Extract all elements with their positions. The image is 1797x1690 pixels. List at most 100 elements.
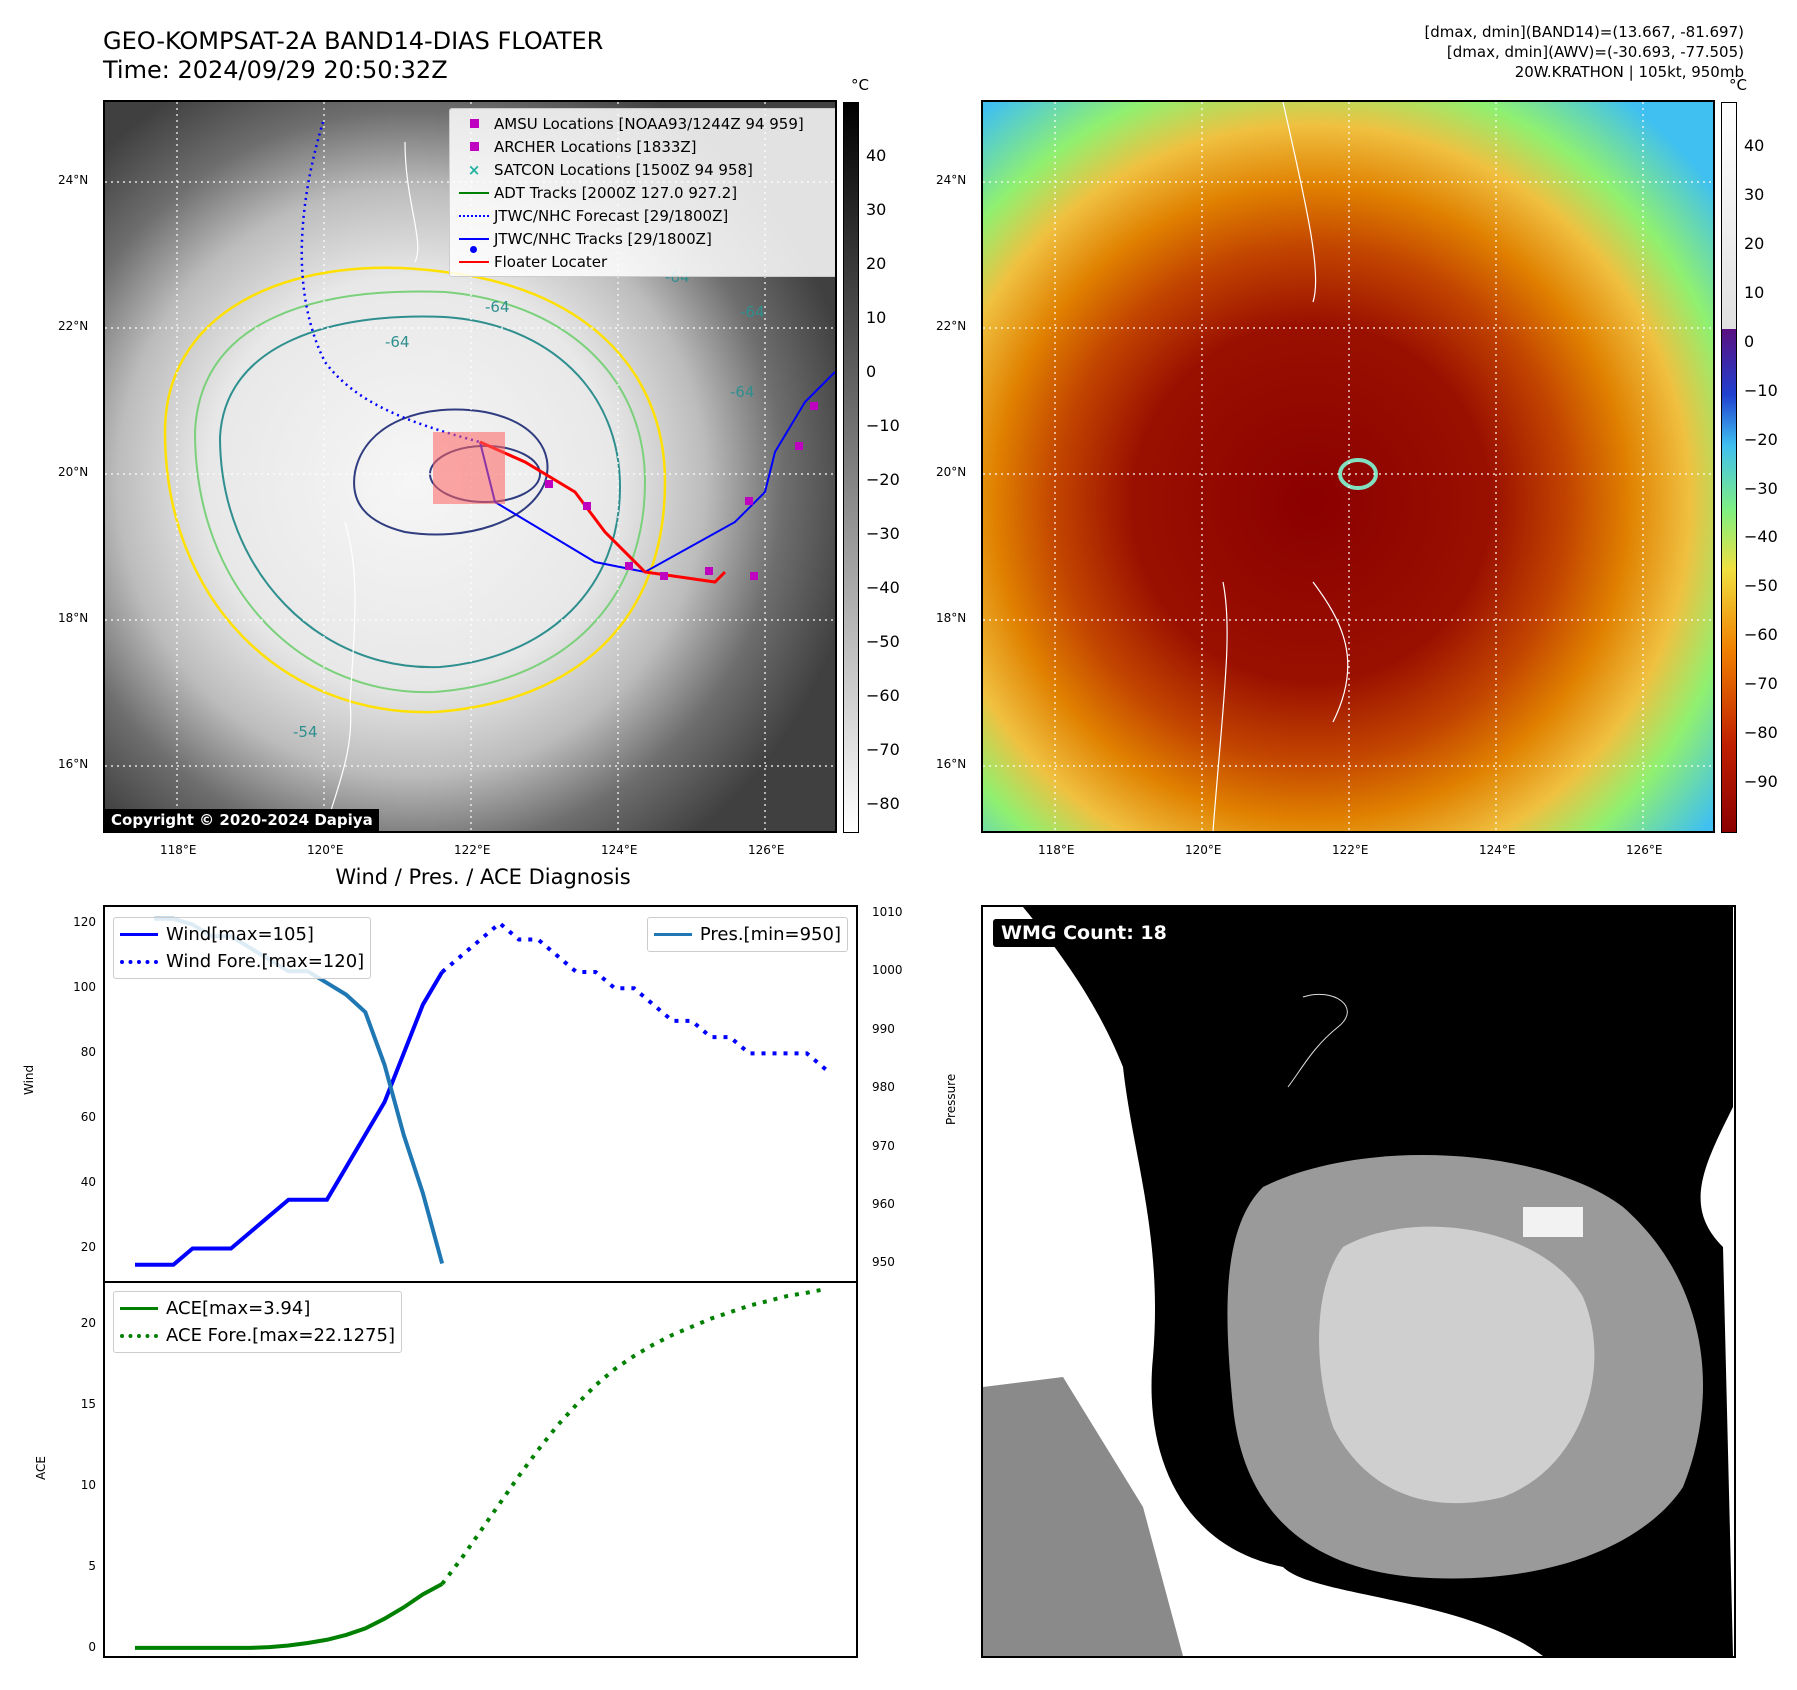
eye-ring bbox=[1338, 458, 1378, 490]
ace-legend: ACE[max=3.94] ACE Fore.[max=22.1275] bbox=[113, 1291, 402, 1353]
axis-tick: 60 bbox=[80, 1110, 96, 1125]
solid-line-icon bbox=[120, 1307, 158, 1310]
lon-tick: 122°E bbox=[454, 843, 491, 857]
colorbar-tick: 40 bbox=[866, 146, 887, 165]
lon-tick: 118°E bbox=[160, 843, 197, 857]
solid-line-icon bbox=[120, 933, 158, 936]
colorbar-tick: 30 bbox=[1744, 184, 1765, 204]
lon-tick: 120°E bbox=[307, 843, 344, 857]
dias-map-svg bbox=[983, 102, 1713, 831]
line-marker-icon bbox=[459, 191, 489, 194]
contour-label: -64 bbox=[730, 383, 755, 401]
lat-tick: 24°N bbox=[58, 173, 89, 187]
wind-legend: Wind[max=105] Wind Fore.[max=120] bbox=[113, 917, 372, 979]
map-legend: AMSU Locations [NOAA93/1244Z 94 959] ARC… bbox=[449, 108, 835, 277]
legend-item-floater: Floater Locater bbox=[454, 250, 834, 273]
dotted-line-icon bbox=[120, 1333, 158, 1338]
dotted-line-icon bbox=[120, 959, 158, 964]
axis-tick: 960 bbox=[872, 1197, 895, 1212]
lon-tick: 124°E bbox=[1479, 843, 1516, 857]
colorbar-tick: −60 bbox=[866, 686, 900, 705]
axis-tick: 970 bbox=[872, 1138, 895, 1153]
coastline bbox=[1212, 102, 1349, 831]
dias-map-panel bbox=[981, 100, 1715, 833]
colorbar-tick: 20 bbox=[1744, 233, 1765, 253]
colorbar-tick: −40 bbox=[1744, 527, 1778, 547]
axis-tick: 20 bbox=[80, 1240, 96, 1255]
series-line-1 bbox=[440, 920, 828, 1072]
contour-label: -54 bbox=[293, 723, 318, 741]
axis-tick: 1010 bbox=[872, 904, 903, 919]
colorbar-tick: 30 bbox=[866, 200, 887, 219]
info-awv-range: [dmax, dmin](AWV)=(-30.693, -77.505) bbox=[1446, 43, 1744, 61]
axis-tick: 950 bbox=[872, 1255, 895, 1270]
axis-tick: 120 bbox=[73, 915, 96, 930]
axis-tick: 980 bbox=[872, 1080, 895, 1095]
colorbar-tick: −70 bbox=[1744, 674, 1778, 694]
colorbar-tick: −10 bbox=[1744, 380, 1778, 400]
colorbar-tick: −60 bbox=[1744, 625, 1778, 645]
diagnosis-title: Wind / Pres. / ACE Diagnosis bbox=[335, 865, 631, 889]
fix-points bbox=[545, 402, 818, 580]
colorbar-tick: −50 bbox=[1744, 576, 1778, 596]
ace-axis-label: ACE bbox=[34, 1456, 48, 1480]
lat-tick: 20°N bbox=[58, 465, 89, 479]
solid-line-icon bbox=[653, 933, 692, 936]
legend-item-forecast: JTWC/NHC Forecast [29/1800Z] bbox=[454, 204, 834, 227]
lon-tick: 122°E bbox=[1332, 843, 1369, 857]
colorbar-tick: −90 bbox=[1744, 772, 1778, 792]
coastline bbox=[1287, 993, 1348, 1088]
colorbar-tick: −30 bbox=[866, 524, 900, 543]
axis-tick: 990 bbox=[872, 1021, 895, 1036]
axis-tick: 15 bbox=[80, 1396, 96, 1411]
axis-tick: 5 bbox=[88, 1558, 96, 1573]
series-line-0 bbox=[135, 971, 444, 1267]
colorbar-tick: 0 bbox=[1744, 331, 1755, 351]
floater-track bbox=[479, 440, 727, 584]
wind-pressure-panel: Wind[max=105] Wind Fore.[max=120] Pres.[… bbox=[103, 905, 858, 1283]
line-marker-icon bbox=[459, 260, 489, 263]
info-band14-range: [dmax, dmin](BAND14)=(13.667, -81.697) bbox=[1424, 23, 1744, 41]
colorbar-tick: −20 bbox=[866, 470, 900, 489]
x-marker-icon: × bbox=[467, 160, 481, 179]
wmg-bright-cell bbox=[1523, 1207, 1583, 1237]
contour-teal bbox=[218, 315, 622, 669]
colorbar-dias bbox=[1721, 102, 1737, 833]
colorbar-tick: −10 bbox=[866, 416, 900, 435]
line-dot-icon bbox=[459, 237, 489, 240]
contour-light-green bbox=[193, 290, 647, 694]
map-grid bbox=[983, 102, 1713, 831]
wind-axis-label: Wind bbox=[22, 1064, 36, 1095]
lon-tick: 118°E bbox=[1038, 843, 1075, 857]
lat-tick: 16°N bbox=[936, 757, 967, 771]
jtwc-track bbox=[479, 371, 835, 574]
legend-item-satcon: × SATCON Locations [1500Z 94 958] bbox=[454, 158, 834, 181]
square-marker-icon bbox=[469, 142, 479, 151]
lon-tick: 126°E bbox=[1626, 843, 1663, 857]
legend-item-tracks: JTWC/NHC Tracks [29/1800Z] bbox=[454, 227, 834, 253]
colorbar-grayscale bbox=[843, 102, 859, 833]
floater-box bbox=[433, 432, 505, 504]
wmg-light-region bbox=[1319, 1226, 1595, 1504]
lat-tick: 24°N bbox=[936, 173, 967, 187]
wmg-panel: WMG Count: 18 bbox=[981, 905, 1736, 1658]
colorbar-tick: −50 bbox=[866, 632, 900, 651]
lon-tick: 120°E bbox=[1185, 843, 1222, 857]
contour-label: -64 bbox=[385, 333, 410, 351]
lon-tick: 124°E bbox=[601, 843, 638, 857]
contour-yellow bbox=[163, 266, 667, 714]
axis-tick: 10 bbox=[80, 1477, 96, 1492]
axis-tick: 20 bbox=[80, 1315, 96, 1330]
ir-map-panel: -64 -64 -64 -64 -64 -54 AMSU Locations [… bbox=[103, 100, 837, 833]
lon-tick: 126°E bbox=[748, 843, 785, 857]
series-line-1 bbox=[440, 1287, 827, 1586]
axis-tick: 80 bbox=[80, 1045, 96, 1060]
ace-svg bbox=[135, 1287, 827, 1650]
ace-panel: ACE[max=3.94] ACE Fore.[max=22.1275] bbox=[103, 1281, 858, 1658]
lat-tick: 18°N bbox=[936, 611, 967, 625]
dias-background bbox=[983, 102, 1713, 831]
contour-label: -64 bbox=[740, 303, 765, 321]
colorbar-unit: °C bbox=[1729, 76, 1747, 94]
colorbar-tick: 20 bbox=[866, 254, 887, 273]
colorbar-tick: −40 bbox=[866, 578, 900, 597]
